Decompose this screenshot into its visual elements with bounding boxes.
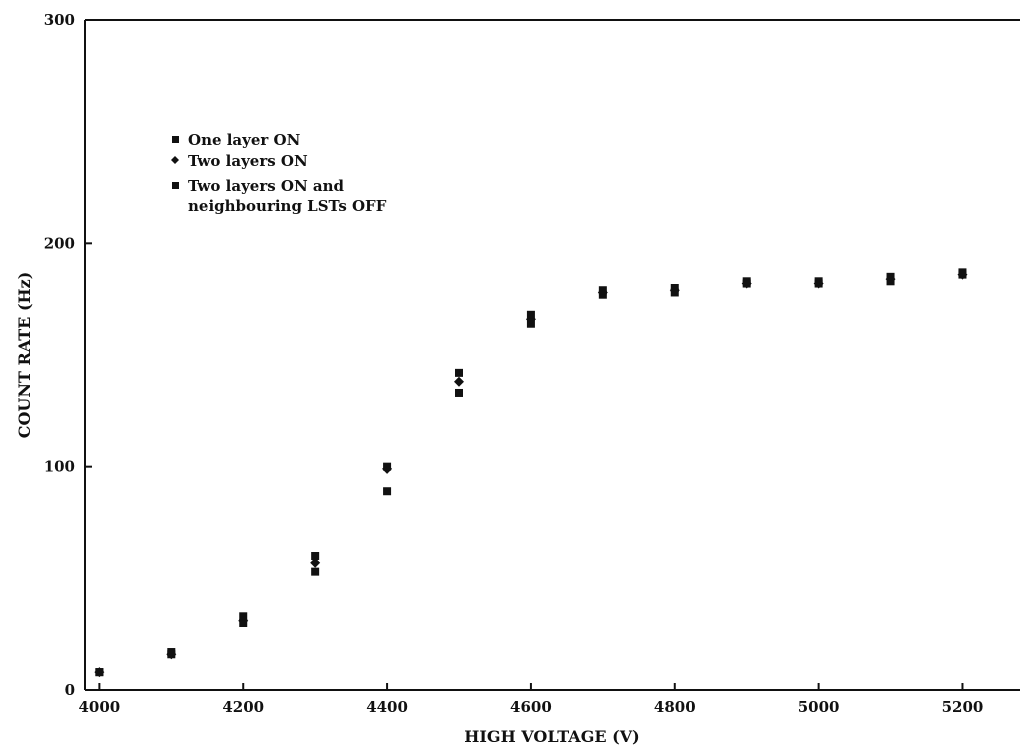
data-point-series-3 [598,286,607,295]
legend-label-one-layer: One layer ON [188,131,301,149]
data-point-series-3 [670,284,679,292]
legend-marker-two-layers-lst-off [172,182,179,189]
data-point-series-1 [311,567,320,576]
data-point-series-3 [814,277,823,286]
data-point-series-1 [455,388,463,397]
y-axis-title: COUNT RATE (Hz) [15,272,34,439]
x-axis-title: HIGH VOLTAGE (V) [464,727,639,746]
x-tick-label: 5200 [942,698,984,716]
data-point-series-3 [383,462,392,471]
legend-label-line-1: Two layers ON and [188,177,345,195]
data-point-series-3 [95,668,104,677]
legend-label-line-2: neighbouring LSTs OFF [188,197,387,215]
y-tick-label: 100 [44,458,75,476]
legend-label-two-layers-lst-off: Two layers ON and neighbouring LSTs OFF [188,177,387,215]
legend-label-two-layers: Two layers ON [188,152,308,170]
x-tick-label: 4400 [366,698,408,716]
data-point-series-1 [383,487,392,496]
x-tick-label: 4600 [510,698,552,716]
y-tick-label: 300 [44,11,75,29]
x-tick-label: 4800 [654,698,696,716]
data-point-series-3 [455,368,463,377]
ticks: 4000 4200 4400 4600 4800 5000 5200 0 100 200 300 [44,11,984,716]
legend: One layer ON Two layers ON Two layers ON… [171,131,387,215]
legend-marker-one-layer [172,136,179,143]
data-point-series-3 [886,272,895,281]
data-point-series-3 [239,612,248,621]
data-point-series-3 [526,310,535,319]
data-point-series-3 [167,648,176,657]
data-point-series-3 [958,268,967,277]
y-tick-label: 0 [65,681,75,699]
x-tick-label: 5000 [798,698,840,716]
y-tick-label: 200 [44,234,75,252]
data-points [94,268,968,678]
axes [84,19,1020,691]
data-point-series-3 [311,552,320,560]
data-point-series-2 [310,557,321,568]
x-tick-label: 4200 [222,698,264,716]
data-point-series-3 [742,277,751,286]
legend-marker-two-layers [171,156,179,164]
x-tick-label: 4000 [79,698,121,716]
data-point-series-2 [454,376,464,387]
